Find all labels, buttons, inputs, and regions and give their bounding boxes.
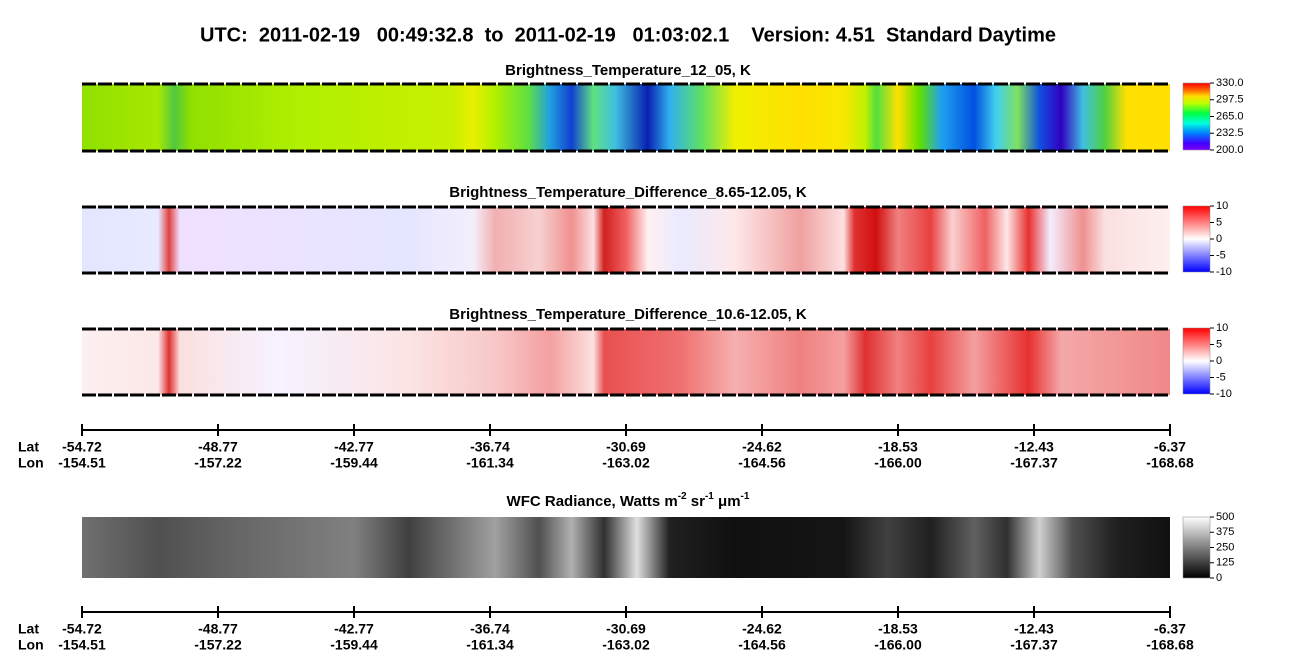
colorbar-label: 375 — [1216, 526, 1234, 538]
panel-title: Brightness_Temperature_Difference_8.65-1… — [449, 184, 807, 201]
lat-label: -42.77 — [334, 621, 374, 637]
lon-label: -163.02 — [602, 455, 650, 471]
colorbar-label: 5 — [1216, 338, 1222, 350]
lat-label: -48.77 — [198, 621, 238, 637]
colorbar — [1182, 205, 1211, 273]
colorbar-label: 125 — [1216, 557, 1234, 569]
colorbar-label: 250 — [1216, 541, 1234, 553]
lon-label: -161.34 — [466, 455, 514, 471]
panel-title: Brightness_Temperature_Difference_10.6-1… — [449, 306, 807, 323]
lon-label: -154.51 — [58, 637, 106, 653]
colorbar-label: 265.0 — [1216, 110, 1244, 122]
lat-label: -6.37 — [1154, 621, 1186, 637]
lon-label: -159.44 — [330, 455, 378, 471]
lon-label: -168.68 — [1146, 455, 1194, 471]
lat-label: -12.43 — [1014, 621, 1054, 637]
title-sup: -1 — [705, 491, 714, 502]
lat-label: -36.74 — [470, 439, 510, 455]
lat-label: -6.37 — [1154, 439, 1186, 455]
lat-label: -30.69 — [606, 621, 646, 637]
axis-row-label: Lat — [18, 439, 39, 455]
title-sup: -1 — [741, 491, 750, 502]
lon-label: -166.00 — [874, 637, 922, 653]
lon-label: -157.22 — [194, 455, 242, 471]
lon-label: -168.68 — [1146, 637, 1194, 653]
panel-title: Brightness_Temperature_12_05, K — [505, 62, 751, 79]
lat-label: -18.53 — [878, 621, 918, 637]
lat-label: -36.74 — [470, 621, 510, 637]
panel-title: WFC Radiance, Watts m-2 sr-1 μm-1 — [507, 491, 750, 510]
colorbar-label: 200.0 — [1216, 144, 1244, 156]
colorbar-label: 10 — [1216, 322, 1228, 334]
lat-label: -48.77 — [198, 439, 238, 455]
axis-row-label: Lon — [18, 637, 44, 653]
colorbar-label: -10 — [1216, 266, 1232, 278]
lon-label: -163.02 — [602, 637, 650, 653]
colorbar-label: -5 — [1216, 249, 1226, 261]
axis-row-label: Lat — [18, 621, 39, 637]
title-sup: -2 — [678, 491, 687, 502]
lat-label: -30.69 — [606, 439, 646, 455]
lat-label: -12.43 — [1014, 439, 1054, 455]
lon-label: -164.56 — [738, 637, 786, 653]
colorbar-label: 330.0 — [1216, 77, 1244, 89]
lon-label: -167.37 — [1010, 637, 1058, 653]
lat-label: -18.53 — [878, 439, 918, 455]
lat-label: -42.77 — [334, 439, 374, 455]
colorbar — [1182, 327, 1211, 395]
colorbar — [1182, 82, 1211, 151]
colorbar-label: 232.5 — [1216, 127, 1244, 139]
colorbar-label: 297.5 — [1216, 94, 1244, 106]
lat-label: -24.62 — [742, 621, 782, 637]
lat-label: -54.72 — [62, 621, 102, 637]
colorbar-label: 10 — [1216, 200, 1228, 212]
lon-label: -159.44 — [330, 637, 378, 653]
colorbar-label: 0 — [1216, 572, 1222, 584]
image-strip — [82, 329, 1170, 395]
lat-label: -24.62 — [742, 439, 782, 455]
lon-label: -167.37 — [1010, 455, 1058, 471]
colorbar-label: 0 — [1216, 233, 1222, 245]
lat-label: -54.72 — [62, 439, 102, 455]
lon-label: -166.00 — [874, 455, 922, 471]
colorbar — [1182, 516, 1211, 579]
title-part: μm — [714, 493, 741, 510]
title-part: WFC Radiance, Watts m — [507, 493, 678, 510]
colorbar-label: 5 — [1216, 216, 1222, 228]
image-strip — [82, 84, 1170, 151]
image-strip — [82, 517, 1170, 578]
colorbar-label: -10 — [1216, 388, 1232, 400]
axis-row-label: Lon — [18, 455, 44, 471]
lon-label: -157.22 — [194, 637, 242, 653]
colorbar-label: 0 — [1216, 355, 1222, 367]
colorbar-label: 500 — [1216, 511, 1234, 523]
page-title: UTC: 2011-02-19 00:49:32.8 to 2011-02-19… — [200, 24, 1056, 46]
lon-label: -154.51 — [58, 455, 106, 471]
title-part: sr — [687, 493, 706, 510]
colorbar-label: -5 — [1216, 371, 1226, 383]
lon-label: -164.56 — [738, 455, 786, 471]
image-strip — [82, 207, 1170, 273]
lon-label: -161.34 — [466, 637, 514, 653]
